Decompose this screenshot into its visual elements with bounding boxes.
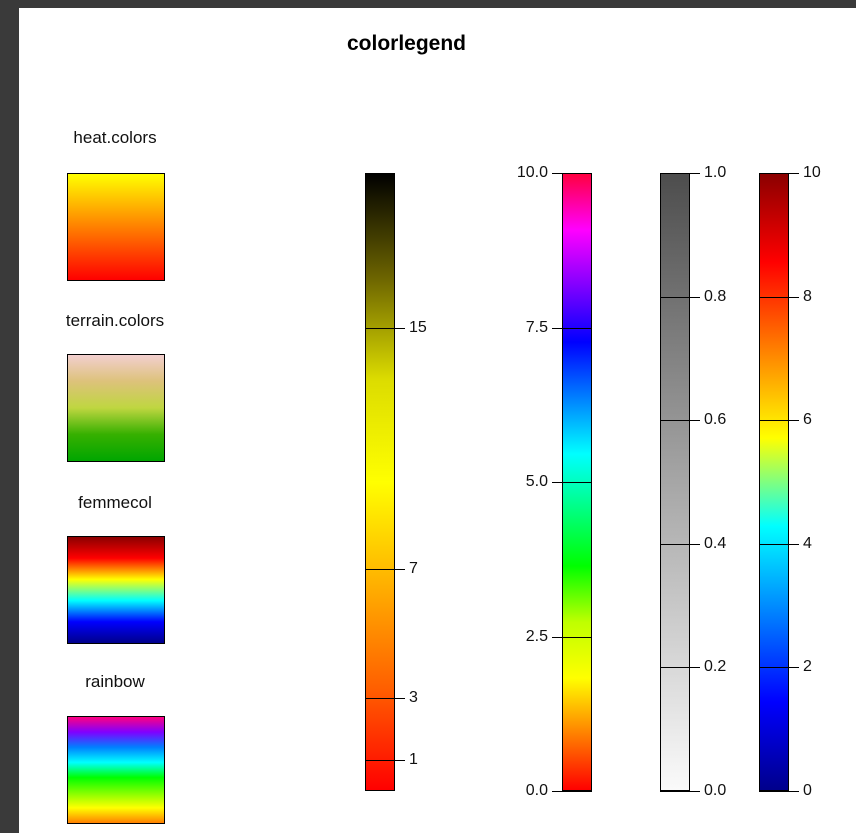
femme-scale-tick-label: 2 bbox=[803, 659, 812, 675]
femme-scale-tick bbox=[759, 791, 799, 792]
femme-scale-tick-label: 8 bbox=[803, 289, 812, 305]
gray-scale-tick-label: 0.6 bbox=[704, 412, 726, 428]
heat-scale-tick-label: 1 bbox=[409, 752, 418, 768]
rainbow-scale-tick-label: 5.0 bbox=[500, 474, 548, 490]
rainbow-scale-tick bbox=[552, 328, 592, 329]
femme-scale-tick bbox=[759, 544, 799, 545]
rainbow-scale-tick bbox=[552, 482, 592, 483]
femme-scale-tick-label: 0 bbox=[803, 783, 812, 799]
rainbow-scale-tick bbox=[552, 173, 592, 174]
swatch-label-terrain: terrain.colors bbox=[45, 311, 185, 331]
gray-scale-tick-label: 0.4 bbox=[704, 536, 726, 552]
femme-scale-bar bbox=[759, 173, 789, 791]
plot-canvas: colorlegend heat.colors terrain.colors f… bbox=[19, 8, 856, 833]
swatch-terrain bbox=[67, 354, 165, 462]
rainbow-scale-tick bbox=[552, 791, 592, 792]
gray-scale-tick bbox=[660, 297, 700, 298]
heat-scale-tick bbox=[365, 328, 405, 329]
rainbow-scale-tick-label: 7.5 bbox=[500, 320, 548, 336]
femme-scale-tick bbox=[759, 173, 799, 174]
heat-scale-tick bbox=[365, 569, 405, 570]
gray-scale-tick bbox=[660, 544, 700, 545]
gray-scale-tick-label: 0.0 bbox=[704, 783, 726, 799]
swatch-label-rainbow: rainbow bbox=[45, 672, 185, 692]
rainbow-scale-tick-label: 10.0 bbox=[500, 165, 548, 181]
femme-scale-tick bbox=[759, 667, 799, 668]
rainbow-scale-tick-label: 0.0 bbox=[500, 783, 548, 799]
gray-scale-tick-label: 0.8 bbox=[704, 289, 726, 305]
rainbow-scale-tick bbox=[552, 637, 592, 638]
gray-scale-tick bbox=[660, 667, 700, 668]
femme-scale-tick-label: 10 bbox=[803, 165, 821, 181]
heat-scale-tick-label: 3 bbox=[409, 690, 418, 706]
gray-scale-bar bbox=[660, 173, 690, 791]
femme-scale-tick bbox=[759, 297, 799, 298]
plot-title: colorlegend bbox=[19, 32, 794, 56]
swatch-rainbow bbox=[67, 716, 165, 824]
femme-scale-tick-label: 6 bbox=[803, 412, 812, 428]
gray-scale-tick bbox=[660, 420, 700, 421]
swatch-label-femmecol: femmecol bbox=[45, 493, 185, 513]
femme-scale-tick-label: 4 bbox=[803, 536, 812, 552]
gray-scale-tick bbox=[660, 791, 700, 792]
heat-scale-tick-label: 7 bbox=[409, 561, 418, 577]
heat-scale-tick bbox=[365, 698, 405, 699]
swatch-heat bbox=[67, 173, 165, 281]
rainbow-scale-tick-label: 2.5 bbox=[500, 629, 548, 645]
swatch-label-heat: heat.colors bbox=[45, 128, 185, 148]
swatch-femmecol bbox=[67, 536, 165, 644]
gray-scale-tick-label: 0.2 bbox=[704, 659, 726, 675]
heat-scale-tick bbox=[365, 760, 405, 761]
heat-scale-tick-label: 15 bbox=[409, 320, 427, 336]
gray-scale-tick-label: 1.0 bbox=[704, 165, 726, 181]
femme-scale-tick bbox=[759, 420, 799, 421]
gray-scale-tick bbox=[660, 173, 700, 174]
